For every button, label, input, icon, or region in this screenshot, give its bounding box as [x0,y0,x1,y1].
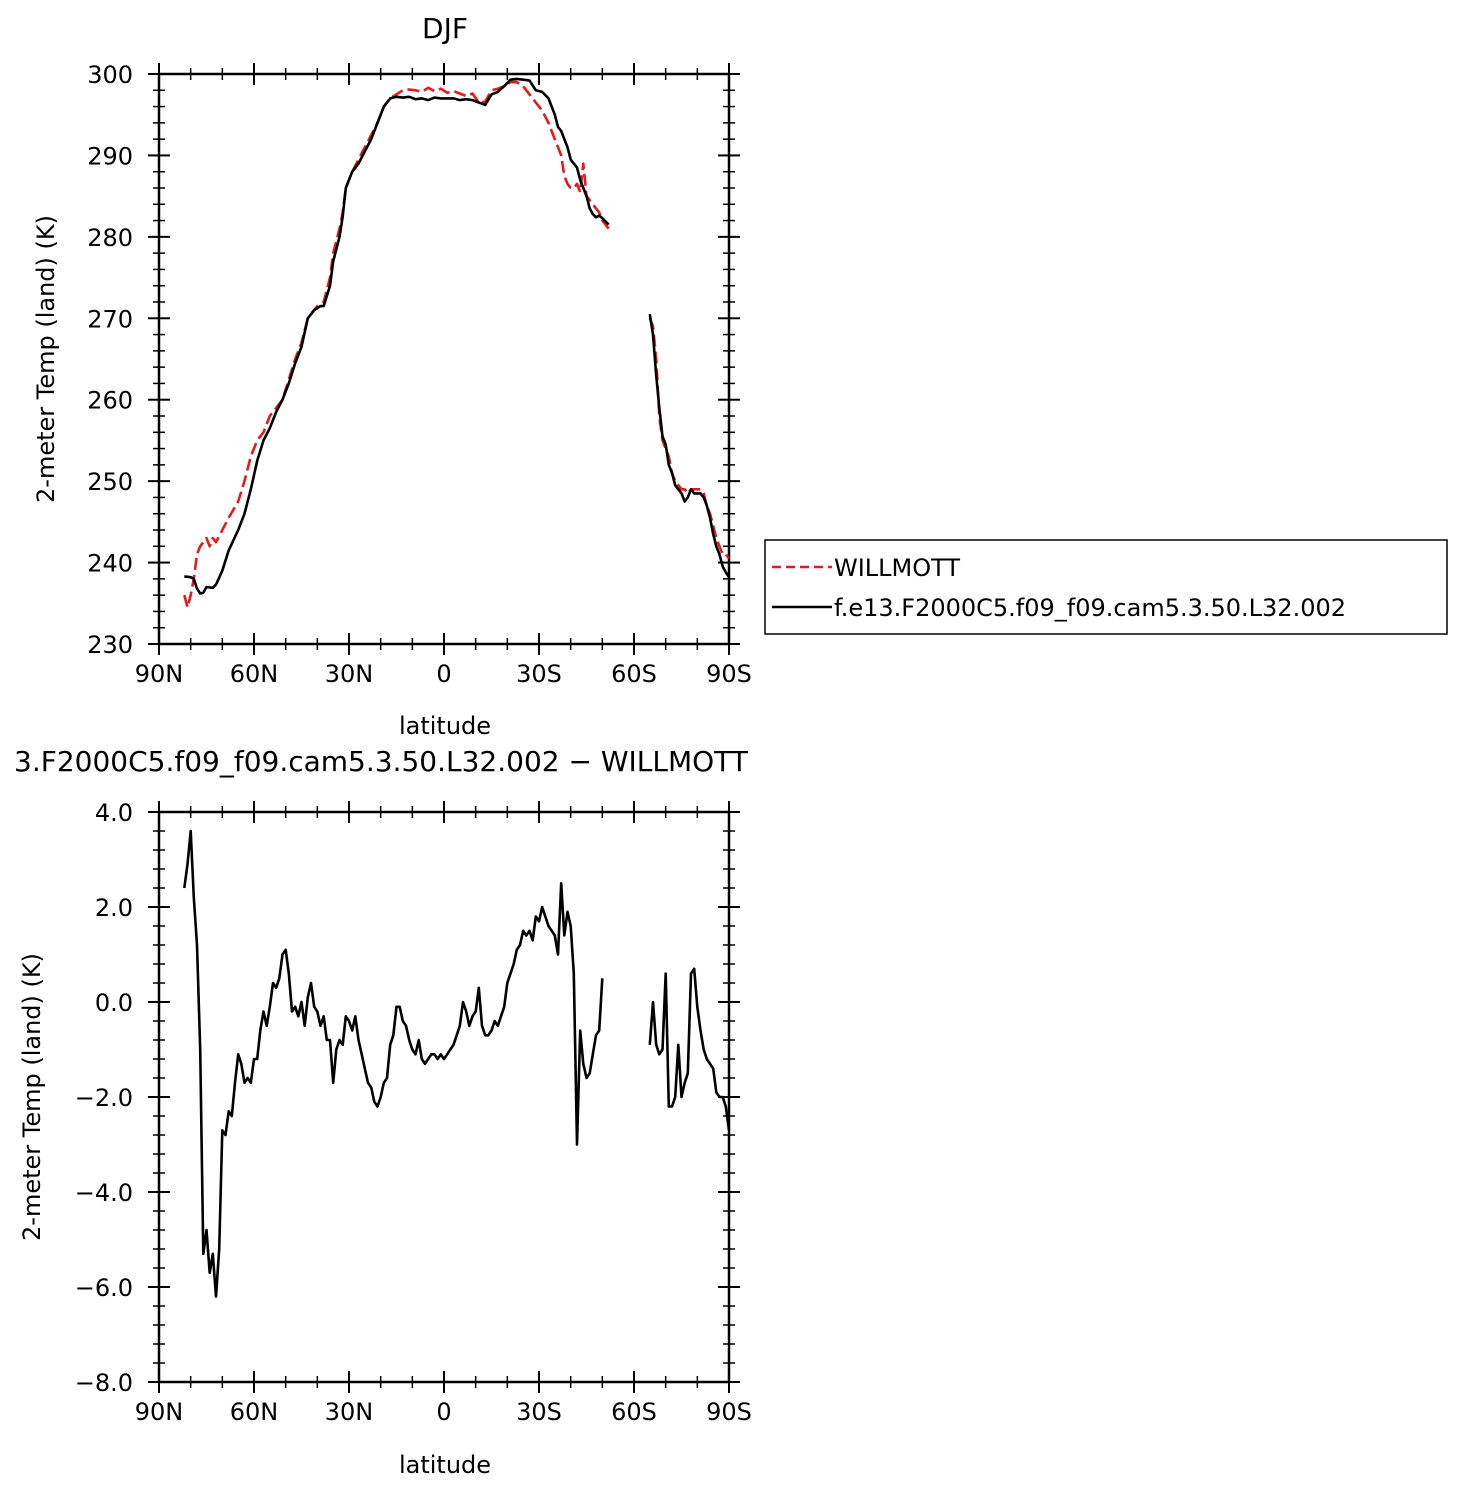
x-tick-label: 60N [230,1398,279,1426]
series-line-0-0-segment-1 [648,317,731,560]
y-tick-label: 270 [87,305,133,333]
bottom-series-lines [183,829,731,1298]
series-line-1-0-segment-0 [183,829,604,1298]
y-tick-label: 290 [87,142,133,170]
y-tick-label: 0.0 [95,989,133,1017]
legend-box [764,539,1448,635]
x-tick-label: 0 [436,660,451,688]
top-chart-title: DJF [422,12,468,45]
top-series-lines [183,77,731,609]
series-line-0-1-segment-0 [184,77,610,595]
bottom-ticks: 90N 60N 30N 0 30S 60S 90S 4.0 2.0 0.0 −2.0 −4.0 −6.0… [75,799,752,1426]
top-x-axis-label: latitude [399,712,491,740]
series-line-0-0-segment-0 [183,80,610,609]
y-tick-label: −2.0 [75,1084,133,1112]
y-tick-label: −8.0 [75,1369,133,1397]
legend-entry-willmott: WILLMOTT [834,554,960,582]
x-tick-label: 0 [436,1398,451,1426]
y-tick-label: −4.0 [75,1179,133,1207]
y-tick-label: 260 [87,387,133,415]
y-tick-label: 230 [87,631,133,659]
bottom-panel: 3.F2000C5.f09_f09.cam5.3.50.L32.002 − WI… [14,745,752,1479]
top-plot-frame [157,72,731,646]
x-tick-label: 60S [611,660,657,688]
x-tick-label: 60N [230,660,279,688]
bottom-x-axis-label: latitude [399,1451,491,1479]
top-panel: DJF 90N 60N 30N 0 30S 60S 90S 300 290 280 270 260 25… [32,12,752,740]
x-tick-label: 60S [611,1398,657,1426]
y-tick-label: 250 [87,468,133,496]
x-tick-label: 30S [516,660,562,688]
x-tick-label: 90S [706,660,752,688]
y-tick-label: 2.0 [95,894,133,922]
legend: WILLMOTT f.e13.F2000C5.f09_f09.cam5.3.50… [764,539,1448,635]
top-ticks: 90N 60N 30N 0 30S 60S 90S 300 290 280 270 260 250 240… [87,61,752,688]
series-line-1-0-segment-1 [648,967,731,1131]
y-tick-label: −6.0 [75,1274,133,1302]
bottom-plot-frame [157,810,731,1384]
y-tick-label: 300 [87,61,133,89]
y-tick-label: 4.0 [95,799,133,827]
x-tick-label: 90N [135,660,184,688]
bottom-y-axis-label: 2-meter Temp (land) (K) [18,953,46,1241]
y-tick-label: 280 [87,224,133,252]
y-tick-label: 240 [87,550,133,578]
x-tick-label: 30N [325,660,374,688]
x-tick-label: 90S [706,1398,752,1426]
legend-entry-model: f.e13.F2000C5.f09_f09.cam5.3.50.L32.002 [834,594,1346,622]
bottom-chart-title: 3.F2000C5.f09_f09.cam5.3.50.L32.002 − WI… [14,745,749,778]
series-line-0-1-segment-1 [648,313,731,578]
x-tick-label: 30N [325,1398,374,1426]
top-y-axis-label: 2-meter Temp (land) (K) [32,215,60,503]
x-tick-label: 90N [135,1398,184,1426]
x-tick-label: 30S [516,1398,562,1426]
